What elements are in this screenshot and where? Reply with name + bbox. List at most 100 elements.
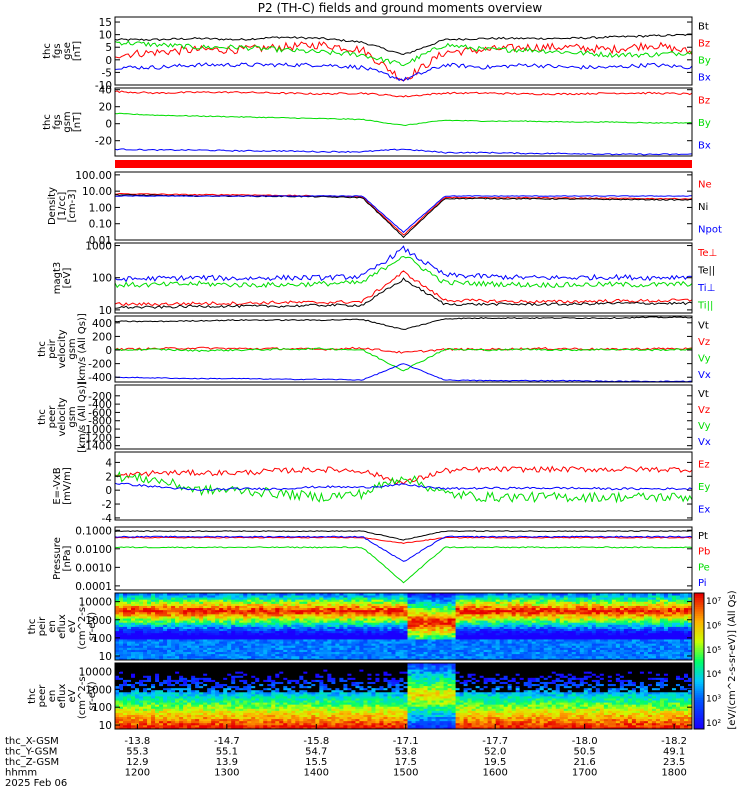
- legend-entry: Pe: [698, 562, 710, 573]
- series-line-ex: [115, 483, 692, 490]
- y-tick-label: 200: [92, 331, 112, 343]
- y-tick-label: 0.1000: [75, 525, 112, 537]
- y-tick-label: 0.0001: [75, 581, 112, 593]
- y-tick-label: 10: [99, 30, 112, 42]
- series-line-ti: [115, 257, 692, 288]
- y-tick-label: 40: [99, 85, 112, 97]
- series-line-ni: [115, 195, 692, 238]
- series-line-te: [115, 278, 692, 308]
- panel-frame: [115, 385, 692, 449]
- legend-entry: Pi: [698, 578, 707, 589]
- legend-entry: Vz: [698, 337, 710, 348]
- y-tick-label: 10: [99, 305, 112, 317]
- legend-entry: Vy: [698, 353, 711, 364]
- y-tick-label: 10: [99, 651, 112, 663]
- legend-entry: Bz: [698, 39, 710, 50]
- y-tick-label: -5: [102, 67, 112, 79]
- y-tick-label: 0.10: [89, 219, 112, 231]
- series-line-by: [115, 113, 692, 125]
- legend-entry: Npot: [698, 225, 722, 236]
- y-tick-label: -200: [88, 359, 112, 371]
- legend-entry: Bz: [698, 95, 710, 106]
- series-line-npot: [115, 196, 692, 233]
- series-line-bz: [115, 91, 692, 97]
- panel-pressure: 0.10000.01000.00100.0001Pressure[nPa]PtP…: [52, 525, 710, 593]
- legend-entry: Ti||: [697, 300, 713, 311]
- panel-frame: [115, 452, 692, 520]
- y-tick-label: 5: [105, 42, 112, 54]
- y-tick-label: 10.00: [82, 186, 112, 198]
- y-tick-label: 1000: [85, 241, 112, 253]
- y-axis-label: [eV]: [62, 268, 73, 289]
- legend-entry: Ne: [698, 179, 712, 190]
- y-axis-label: [cm-3]: [67, 189, 78, 222]
- y-tick-label: 20: [99, 102, 112, 114]
- legend-entry: Te||: [697, 265, 715, 276]
- y-axis-label: [mV/m]: [62, 467, 73, 505]
- series-line-vy: [115, 348, 692, 371]
- y-axis-label: [nPa]: [62, 545, 73, 571]
- series-line-vx: [115, 364, 692, 382]
- series-line-vt: [115, 317, 692, 330]
- y-tick-label: 100.00: [75, 170, 112, 182]
- panel-frame: [115, 527, 692, 590]
- y-tick-label: 100: [92, 273, 112, 285]
- legend-entry: Bx: [698, 73, 711, 84]
- legend-entry: Vt: [698, 389, 709, 400]
- y-axis-label: [km/s (All Qs)]: [77, 381, 88, 453]
- series-line-ez: [115, 467, 692, 484]
- y-tick-label: 400: [92, 318, 112, 330]
- legend-entry: Vz: [698, 405, 710, 416]
- y-tick-label: 0.0010: [75, 562, 112, 574]
- legend-entry: Ex: [698, 505, 710, 516]
- panel-frame: [115, 172, 692, 240]
- y-tick-label: 1.00: [89, 202, 112, 214]
- series-line-bt: [115, 34, 692, 55]
- legend-entry: Vt: [698, 320, 709, 331]
- legend-entry: By: [698, 56, 711, 67]
- legend-entry: Ey: [698, 482, 710, 493]
- y-tick-label: -20: [95, 136, 112, 148]
- y-axis-label: [km/s (All Qs)]: [77, 313, 88, 385]
- y-tick-label: 4: [105, 457, 112, 469]
- legend-entry: Ti⊥: [697, 283, 715, 294]
- series-line-ey: [115, 472, 692, 502]
- y-axis-label: [nT]: [72, 41, 83, 61]
- chart-title: P2 (TH-C) fields and ground moments over…: [258, 1, 543, 15]
- series-line-bx: [115, 149, 692, 155]
- legend-entry: Vx: [698, 370, 711, 381]
- y-tick-label: 0.0100: [75, 544, 112, 556]
- legend-entry: Ez: [698, 459, 710, 470]
- series-line-pt: [115, 531, 692, 540]
- legend-entry: Pt: [698, 531, 708, 542]
- panel-density: 100.0010.001.000.100.01Density[1/cc][cm-…: [47, 170, 722, 247]
- legend-entry: By: [698, 118, 711, 129]
- y-tick-label: -2: [102, 499, 112, 511]
- y-axis-label: sr-eV): [87, 612, 98, 641]
- series-line-te: [115, 271, 692, 306]
- legend-entry: Bt: [698, 22, 709, 33]
- y-tick-label: -400: [88, 372, 112, 384]
- series-line-by: [115, 41, 692, 65]
- y-tick-label: 0: [105, 485, 112, 497]
- legend-entry: Pb: [698, 547, 710, 558]
- y-tick-label: 2: [105, 471, 112, 483]
- legend-entry: Bx: [698, 141, 711, 152]
- y-tick-label: 0: [105, 119, 112, 131]
- y-axis-label: [nT]: [72, 112, 83, 132]
- y-tick-label: 15: [99, 17, 112, 29]
- series-line-ti: [115, 246, 692, 281]
- panel-frame: [115, 17, 692, 85]
- y-tick-label: 0: [105, 345, 112, 357]
